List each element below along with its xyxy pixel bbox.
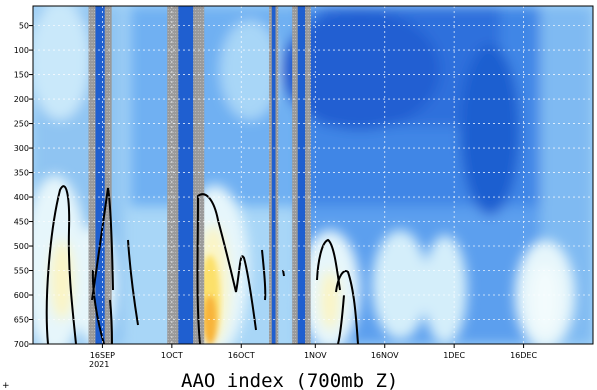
missing-bands xyxy=(88,6,312,344)
y-tick-label: 100 xyxy=(14,46,29,55)
missing-band-3 xyxy=(292,6,312,344)
missing-band-2 xyxy=(269,6,279,344)
y-tick-label: 200 xyxy=(14,95,29,104)
missing-band-0 xyxy=(88,6,112,344)
x-axis: 16SEP 1OCT 16OCT 1NOV 16NOV 1DEC 16DEC xyxy=(90,344,537,360)
plot-field xyxy=(33,6,593,344)
y-tick-label: 300 xyxy=(14,144,29,153)
x-tick-label: 16OCT xyxy=(228,351,255,360)
y-tick-label: 650 xyxy=(14,316,29,325)
x-tick-label: 1NOV xyxy=(304,351,327,360)
y-tick-label: 500 xyxy=(14,242,29,251)
x-tick-label: 1OCT xyxy=(161,351,183,360)
y-tick-label: 400 xyxy=(14,193,29,202)
y-tick-label: 600 xyxy=(14,291,29,300)
y-tick-label: 450 xyxy=(14,218,29,227)
grid xyxy=(33,6,593,344)
contour-lines xyxy=(45,185,359,344)
x-tick-label: 16SEP xyxy=(90,351,115,360)
x-tick-label: 1DEC xyxy=(443,351,465,360)
x-tick-label: 16DEC xyxy=(510,351,537,360)
y-tick-label: 150 xyxy=(14,71,29,80)
y-tick-label: 700 xyxy=(14,340,29,349)
x-tick-label: 16NOV xyxy=(371,351,399,360)
year-label: 2021 xyxy=(89,360,109,369)
y-tick-label: 50 xyxy=(19,22,29,31)
corner-mark: + xyxy=(2,381,10,390)
y-tick-label: 550 xyxy=(14,267,29,276)
chart-title: AAO index (700mb Z) xyxy=(181,370,398,390)
plot-frame xyxy=(32,5,594,345)
y-tick-label: 250 xyxy=(14,120,29,129)
y-tick-label: 350 xyxy=(14,169,29,178)
y-axis: 50 100 150 200 250 300 350 400 450 500 550 600 650 70… xyxy=(14,22,33,349)
